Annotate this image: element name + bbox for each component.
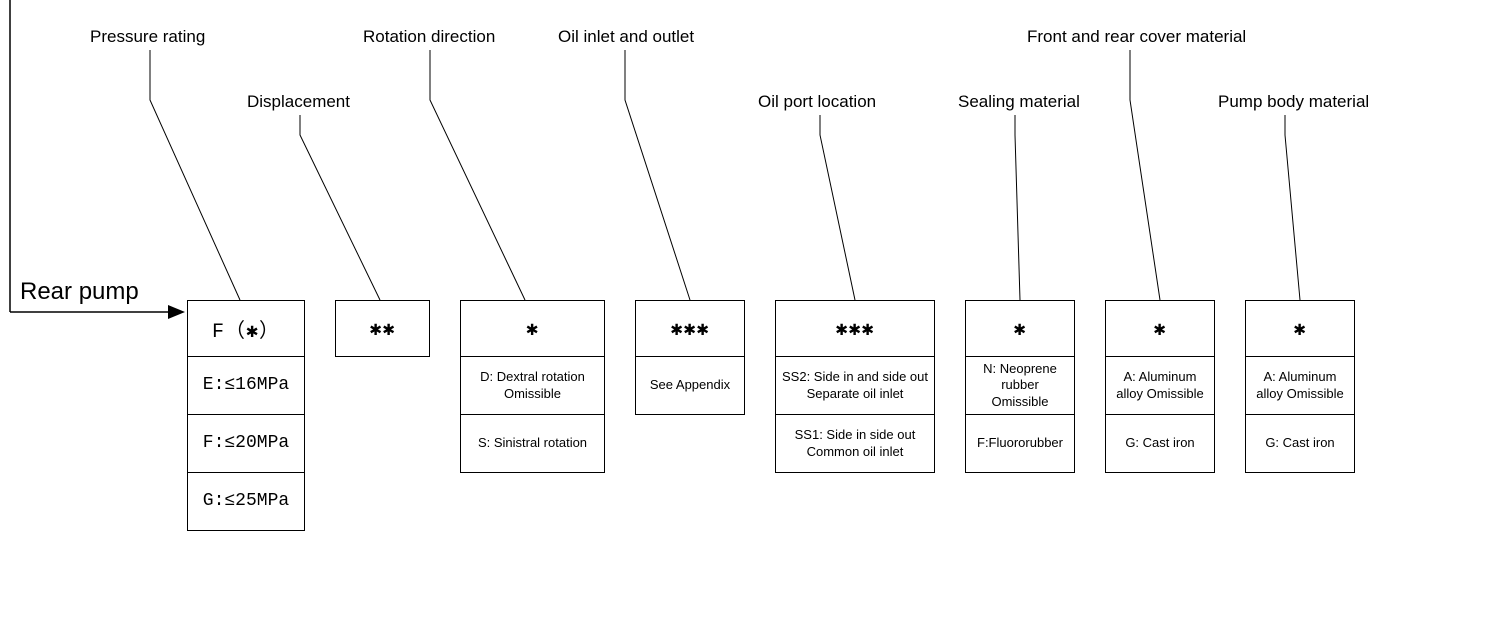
rear-pump-label: Rear pump [20, 278, 139, 306]
box-pressure: F（✱） E:≤16MPa F:≤20MPa G:≤25MPa [187, 300, 305, 531]
box-rotation-row: S: Sinistral rotation [461, 414, 604, 472]
box-body-row: A: Aluminum alloy Omissible [1246, 356, 1354, 414]
box-rotation-row: D: Dextral rotation Omissible [461, 356, 604, 414]
box-pressure-row: E:≤16MPa [188, 356, 304, 414]
box-sealing-header: ✱ [966, 301, 1074, 356]
label-sealing-material: Sealing material [958, 92, 1080, 112]
box-oil-io-row: See Appendix [636, 356, 744, 414]
box-body-header: ✱ [1246, 301, 1354, 356]
label-cover-material: Front and rear cover material [1027, 27, 1246, 47]
box-cover-row: G: Cast iron [1106, 414, 1214, 472]
label-oil-port-location: Oil port location [758, 92, 876, 112]
box-sealing-row: N: Neoprene rubber Omissible [966, 356, 1074, 414]
box-oil-port: ✱✱✱ SS2: Side in and side out Separate o… [775, 300, 935, 473]
label-displacement: Displacement [247, 92, 350, 112]
box-displacement: ✱✱ [335, 300, 430, 357]
box-pressure-header: F（✱） [188, 301, 304, 356]
box-oil-port-row: SS2: Side in and side out Separate oil i… [776, 356, 934, 414]
box-cover-header: ✱ [1106, 301, 1214, 356]
box-pressure-row: G:≤25MPa [188, 472, 304, 530]
box-rotation: ✱ D: Dextral rotation Omissible S: Sinis… [460, 300, 605, 473]
box-sealing: ✱ N: Neoprene rubber Omissible F:Fluoror… [965, 300, 1075, 473]
box-displacement-header: ✱✱ [336, 301, 429, 356]
box-oil-io: ✱✱✱ See Appendix [635, 300, 745, 415]
box-sealing-row: F:Fluororubber [966, 414, 1074, 472]
box-oil-io-header: ✱✱✱ [636, 301, 744, 356]
box-pressure-row: F:≤20MPa [188, 414, 304, 472]
box-cover-row: A: Aluminum alloy Omissible [1106, 356, 1214, 414]
box-body-row: G: Cast iron [1246, 414, 1354, 472]
label-rotation-direction: Rotation direction [363, 27, 495, 47]
label-pressure-rating: Pressure rating [90, 27, 205, 47]
box-cover: ✱ A: Aluminum alloy Omissible G: Cast ir… [1105, 300, 1215, 473]
box-oil-port-row: SS1: Side in side out Common oil inlet [776, 414, 934, 472]
box-body: ✱ A: Aluminum alloy Omissible G: Cast ir… [1245, 300, 1355, 473]
box-rotation-header: ✱ [461, 301, 604, 356]
label-pump-body-material: Pump body material [1218, 92, 1369, 112]
box-oil-port-header: ✱✱✱ [776, 301, 934, 356]
label-oil-inlet-outlet: Oil inlet and outlet [558, 27, 694, 47]
